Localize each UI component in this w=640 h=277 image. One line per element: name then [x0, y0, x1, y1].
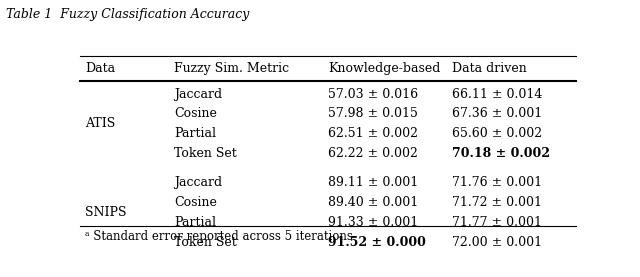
Text: 91.33 ± 0.001: 91.33 ± 0.001	[328, 216, 419, 229]
Text: Knowledge-based: Knowledge-based	[328, 62, 440, 75]
Text: 91.52 ± 0.000: 91.52 ± 0.000	[328, 236, 426, 249]
Text: Token Set: Token Set	[174, 236, 237, 249]
Text: 71.76 ± 0.001: 71.76 ± 0.001	[452, 176, 542, 189]
Text: 66.11 ± 0.014: 66.11 ± 0.014	[452, 88, 542, 101]
Text: SNIPS: SNIPS	[85, 206, 127, 219]
Text: 89.11 ± 0.001: 89.11 ± 0.001	[328, 176, 419, 189]
Text: 67.36 ± 0.001: 67.36 ± 0.001	[452, 107, 542, 120]
Text: Data driven: Data driven	[452, 62, 527, 75]
Text: 72.00 ± 0.001: 72.00 ± 0.001	[452, 236, 542, 249]
Text: Token Set: Token Set	[174, 147, 237, 160]
Text: Fuzzy Sim. Metric: Fuzzy Sim. Metric	[174, 62, 289, 75]
Text: 71.72 ± 0.001: 71.72 ± 0.001	[452, 196, 542, 209]
Text: Data: Data	[85, 62, 115, 75]
Text: 89.40 ± 0.001: 89.40 ± 0.001	[328, 196, 419, 209]
Text: Partial: Partial	[174, 127, 216, 140]
Text: Cosine: Cosine	[174, 107, 217, 120]
Text: Jaccard: Jaccard	[174, 88, 222, 101]
Text: ᵃ Standard error reported across 5 iterations: ᵃ Standard error reported across 5 itera…	[85, 230, 353, 243]
Text: 65.60 ± 0.002: 65.60 ± 0.002	[452, 127, 542, 140]
Text: ATIS: ATIS	[85, 117, 115, 130]
Text: Table 1  Fuzzy Classification Accuracy: Table 1 Fuzzy Classification Accuracy	[6, 8, 250, 21]
Text: Jaccard: Jaccard	[174, 176, 222, 189]
Text: Partial: Partial	[174, 216, 216, 229]
Text: 71.77 ± 0.001: 71.77 ± 0.001	[452, 216, 542, 229]
Text: 57.98 ± 0.015: 57.98 ± 0.015	[328, 107, 418, 120]
Text: 62.22 ± 0.002: 62.22 ± 0.002	[328, 147, 418, 160]
Text: 62.51 ± 0.002: 62.51 ± 0.002	[328, 127, 418, 140]
Text: Cosine: Cosine	[174, 196, 217, 209]
Text: 57.03 ± 0.016: 57.03 ± 0.016	[328, 88, 418, 101]
Text: 70.18 ± 0.002: 70.18 ± 0.002	[452, 147, 550, 160]
